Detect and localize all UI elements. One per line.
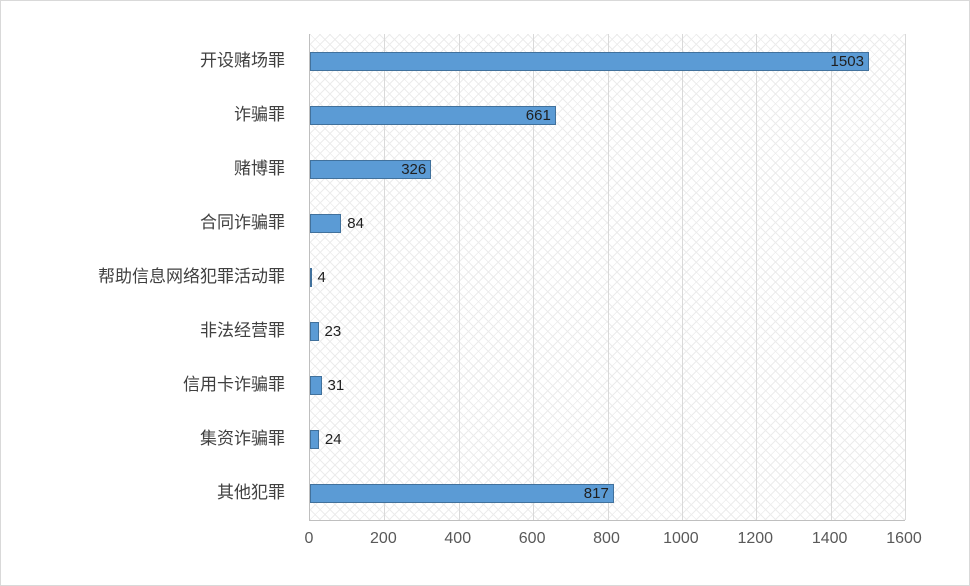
bar-value-label: 326 — [401, 160, 427, 178]
x-axis-tick-label: 1400 — [811, 530, 848, 547]
category-label: 集资诈骗罪 — [200, 429, 285, 448]
gridline — [681, 34, 683, 520]
category-label: 合同诈骗罪 — [200, 213, 285, 232]
category-label: 开设赌场罪 — [200, 51, 285, 70]
plot-area: 1503 661 326 84 4 23 31 24 817 — [309, 34, 906, 521]
gridline — [458, 34, 460, 520]
gridline — [533, 34, 535, 520]
category-label: 信用卡诈骗罪 — [183, 375, 285, 394]
y-axis-category-labels: 开设赌场罪诈骗罪赌博罪合同诈骗罪帮助信息网络犯罪活动罪非法经营罪信用卡诈骗罪集资… — [1, 34, 297, 520]
category-label: 赌博罪 — [234, 159, 285, 178]
bar-value-label: 23 — [324, 322, 342, 340]
bar-value-label: 661 — [525, 106, 551, 124]
x-axis-tick-label: 0 — [304, 530, 314, 547]
category-label: 诈骗罪 — [234, 105, 285, 124]
category-label: 其他犯罪 — [217, 483, 285, 502]
bar — [310, 375, 322, 395]
gridline — [756, 34, 758, 520]
bar-value-label: 31 — [327, 376, 345, 394]
bar — [310, 51, 869, 71]
gridline — [607, 34, 609, 520]
bar-value-label: 1503 — [830, 52, 864, 70]
x-axis-tick-label: 1000 — [663, 530, 699, 547]
bar-value-label: 4 — [317, 268, 326, 286]
x-axis-tick-label: 1600 — [886, 530, 922, 547]
bar-value-label: 84 — [347, 214, 364, 232]
bar — [310, 429, 319, 449]
x-axis-tick-label: 200 — [370, 530, 397, 547]
x-axis-tick-label: 1200 — [737, 530, 774, 547]
bar-value-label: 817 — [583, 484, 609, 502]
x-axis: 0 200 400 600 800 1000 1200 1400 1600 — [305, 530, 922, 554]
gridline — [905, 34, 906, 520]
gridline — [384, 34, 386, 520]
bar — [310, 105, 556, 125]
category-label: 帮助信息网络犯罪活动罪 — [98, 267, 285, 286]
x-axis-tick-label: 800 — [593, 530, 620, 547]
x-axis-tick-label: 600 — [518, 530, 546, 547]
bar — [310, 483, 614, 503]
gridline — [830, 34, 832, 520]
bar-value-label: 24 — [324, 430, 342, 448]
category-label: 非法经营罪 — [200, 321, 285, 340]
bar — [310, 159, 432, 179]
bar — [310, 321, 319, 341]
bar — [310, 213, 342, 233]
bar — [310, 267, 312, 287]
x-axis-tick-label: 400 — [444, 530, 472, 547]
